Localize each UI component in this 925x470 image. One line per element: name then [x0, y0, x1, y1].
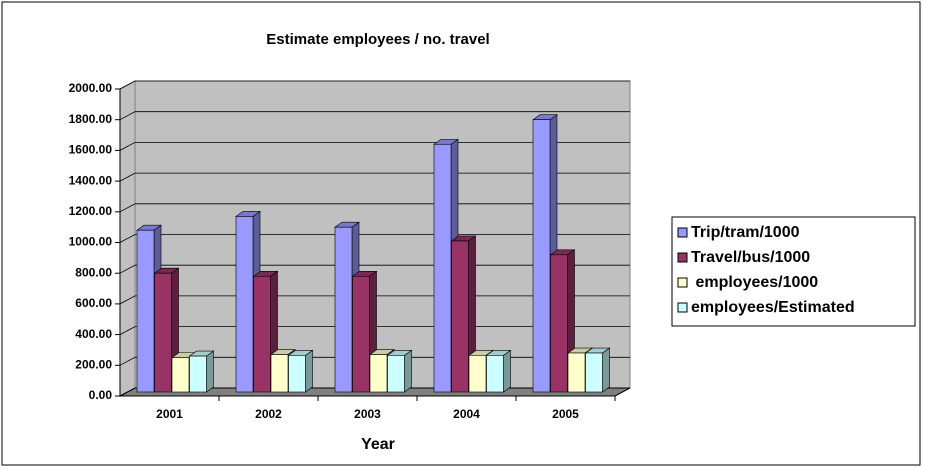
bar-side [503, 349, 511, 393]
bar [334, 226, 353, 393]
y-tick-label: 1600.00 [69, 143, 113, 157]
bar-side [206, 350, 214, 393]
bar [433, 143, 452, 393]
x-tick-label: 2002 [255, 407, 282, 421]
bar [451, 240, 469, 393]
bar [585, 352, 603, 393]
legend-swatch [677, 252, 688, 263]
y-tick-label: 1800.00 [69, 112, 113, 126]
bar [567, 352, 586, 393]
x-tick-label: 2001 [156, 407, 183, 421]
y-tick-label: 200.00 [75, 357, 112, 371]
y-tick-label: 800.00 [75, 265, 112, 279]
x-axis-title: Year [361, 436, 395, 453]
legend-label: Trip/tram/1000 [691, 224, 800, 241]
legend-swatch [677, 302, 688, 313]
bar [352, 275, 370, 393]
bar [235, 216, 254, 393]
grid-line [119, 172, 630, 182]
bar [171, 357, 190, 393]
y-tick-label: 1400.00 [69, 173, 113, 187]
x-tick-label: 2004 [453, 407, 480, 421]
x-tick-label: 2003 [354, 407, 381, 421]
legend-label: employees/1000 [691, 274, 818, 291]
grid-line [119, 80, 630, 90]
grid-line [119, 203, 630, 213]
bar [253, 275, 271, 393]
legend-swatch [677, 227, 688, 238]
chart-title: Estimate employees / no. travel [266, 31, 489, 48]
bar [189, 355, 207, 393]
bar-side [305, 349, 313, 393]
y-tick-label: 1200.00 [69, 204, 113, 218]
bar [270, 354, 289, 393]
y-tick-label: 1000.00 [69, 235, 113, 249]
legend-swatch [677, 277, 688, 288]
bar-side [404, 349, 412, 393]
y-tick-label: 600.00 [75, 296, 112, 310]
bar-side [602, 347, 610, 393]
grid-line [119, 234, 630, 243]
bar [136, 229, 155, 393]
bar [550, 254, 568, 393]
bar [532, 119, 551, 393]
y-tick-label: 2000.00 [69, 81, 113, 95]
y-tick-label: 0.00 [89, 388, 113, 402]
grid-line [119, 141, 630, 151]
legend-label: employees/Estimated [691, 299, 855, 316]
bar [288, 355, 306, 393]
y-tick-label: 400.00 [75, 327, 112, 341]
grid-line [119, 111, 630, 121]
bar [468, 355, 487, 393]
bar [387, 355, 405, 393]
bar [369, 354, 388, 393]
bar [486, 355, 504, 393]
legend-box [671, 216, 916, 327]
bar [154, 272, 172, 393]
legend-label: Travel/bus/1000 [691, 249, 810, 266]
x-tick-label: 2005 [552, 407, 579, 421]
